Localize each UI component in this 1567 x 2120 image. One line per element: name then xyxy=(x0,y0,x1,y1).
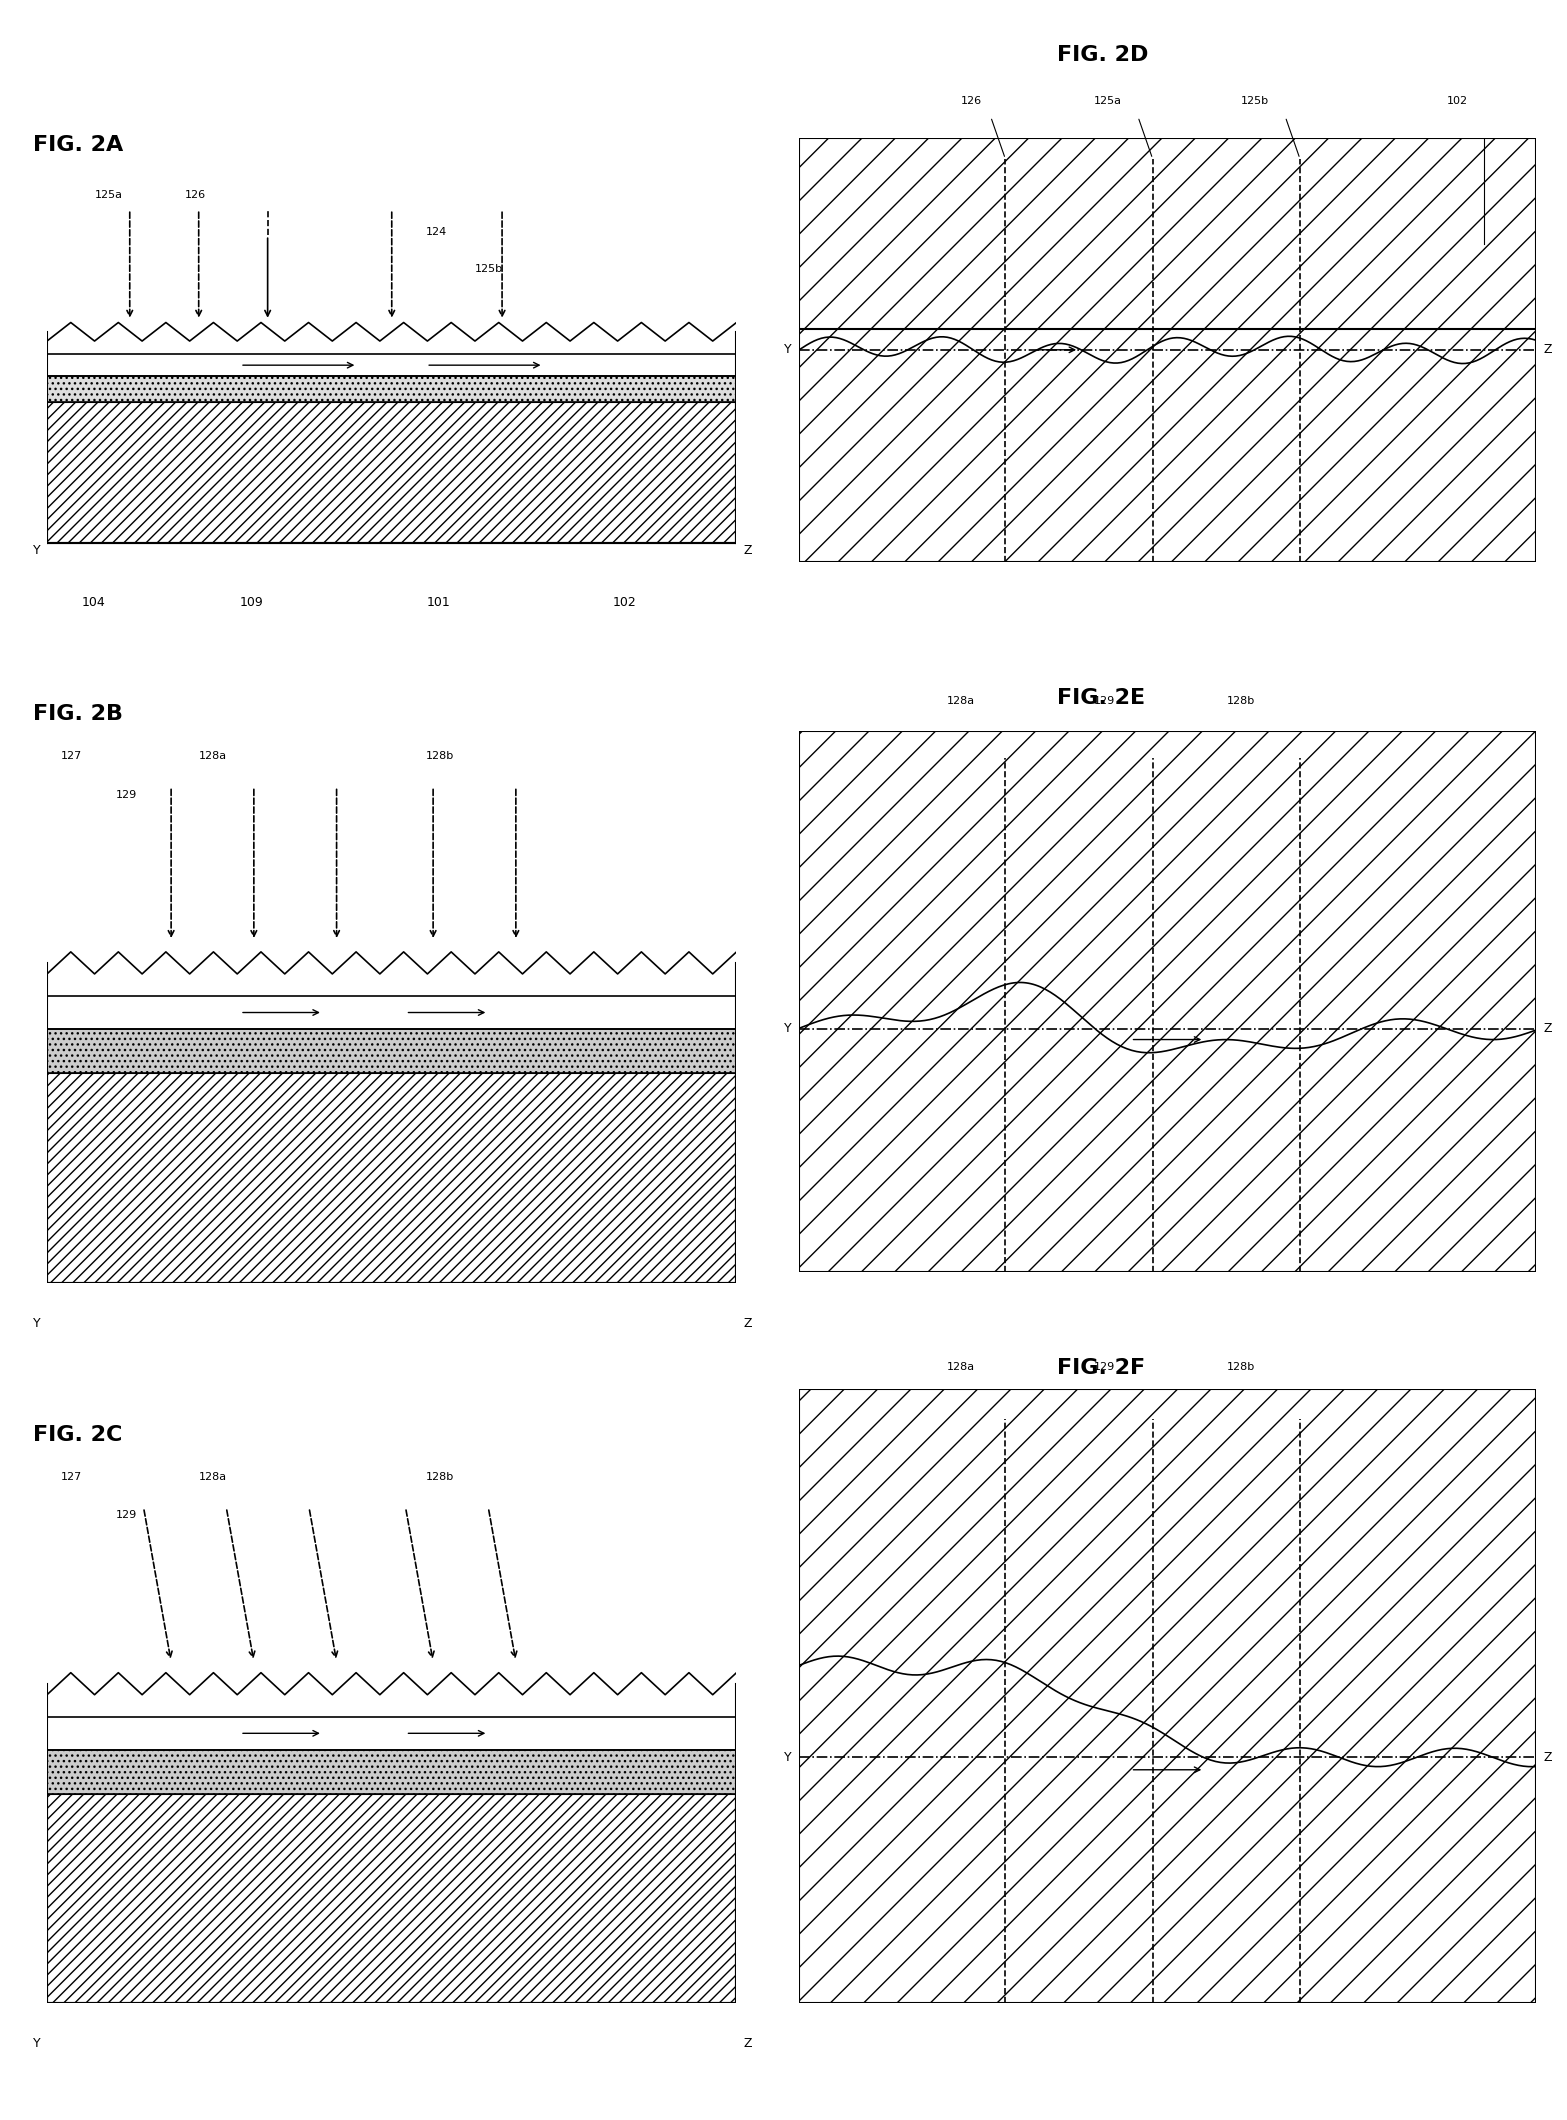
Text: FIG. 2A: FIG. 2A xyxy=(33,136,124,155)
Text: 126: 126 xyxy=(185,191,205,199)
Text: 128b: 128b xyxy=(426,750,454,761)
Text: 129: 129 xyxy=(1094,695,1116,706)
Bar xyxy=(47,377,736,403)
Text: Z: Z xyxy=(743,545,752,558)
Text: 128a: 128a xyxy=(199,1471,227,1482)
Bar xyxy=(47,1073,736,1283)
Text: 125b: 125b xyxy=(1241,95,1269,106)
Text: 125b: 125b xyxy=(475,265,503,273)
Bar xyxy=(799,138,1536,329)
Text: 127: 127 xyxy=(61,750,81,761)
Bar xyxy=(47,403,736,543)
Bar xyxy=(47,1028,736,1073)
Text: 104: 104 xyxy=(81,596,105,608)
Text: Z: Z xyxy=(743,2037,752,2050)
Text: 125a: 125a xyxy=(1094,95,1122,106)
Text: Z: Z xyxy=(1543,343,1551,356)
Text: 129: 129 xyxy=(116,1509,138,1520)
Text: Y: Y xyxy=(785,1022,791,1035)
Text: 128a: 128a xyxy=(946,1363,975,1372)
Text: Z: Z xyxy=(743,1317,752,1329)
Text: 126: 126 xyxy=(961,95,983,106)
Text: Y: Y xyxy=(33,545,41,558)
Text: Y: Y xyxy=(785,1751,791,1764)
Text: 102: 102 xyxy=(613,596,636,608)
Text: FIG. 2E: FIG. 2E xyxy=(1056,689,1145,708)
Text: 128a: 128a xyxy=(946,695,975,706)
Text: Z: Z xyxy=(1543,1751,1551,1764)
Bar xyxy=(47,1749,736,1794)
Text: 102: 102 xyxy=(1448,95,1468,106)
Text: Z: Z xyxy=(1543,1022,1551,1035)
Text: FIG. 2C: FIG. 2C xyxy=(33,1425,122,1444)
Bar xyxy=(47,1794,736,2003)
Text: FIG. 2B: FIG. 2B xyxy=(33,704,124,723)
Text: Y: Y xyxy=(33,1317,41,1329)
Text: 127: 127 xyxy=(61,1471,81,1482)
Text: 125a: 125a xyxy=(96,191,124,199)
Text: 109: 109 xyxy=(240,596,263,608)
Text: 128b: 128b xyxy=(1227,1363,1255,1372)
Text: 128b: 128b xyxy=(1227,695,1255,706)
Text: 124: 124 xyxy=(426,227,448,237)
Text: Y: Y xyxy=(785,343,791,356)
Text: FIG. 2D: FIG. 2D xyxy=(1056,45,1149,64)
Text: 129: 129 xyxy=(116,789,138,799)
Text: 101: 101 xyxy=(426,596,450,608)
Text: 129: 129 xyxy=(1094,1363,1116,1372)
Text: 128b: 128b xyxy=(426,1471,454,1482)
Text: FIG. 2F: FIG. 2F xyxy=(1056,1359,1145,1378)
Text: 128a: 128a xyxy=(199,750,227,761)
Text: Y: Y xyxy=(33,2037,41,2050)
